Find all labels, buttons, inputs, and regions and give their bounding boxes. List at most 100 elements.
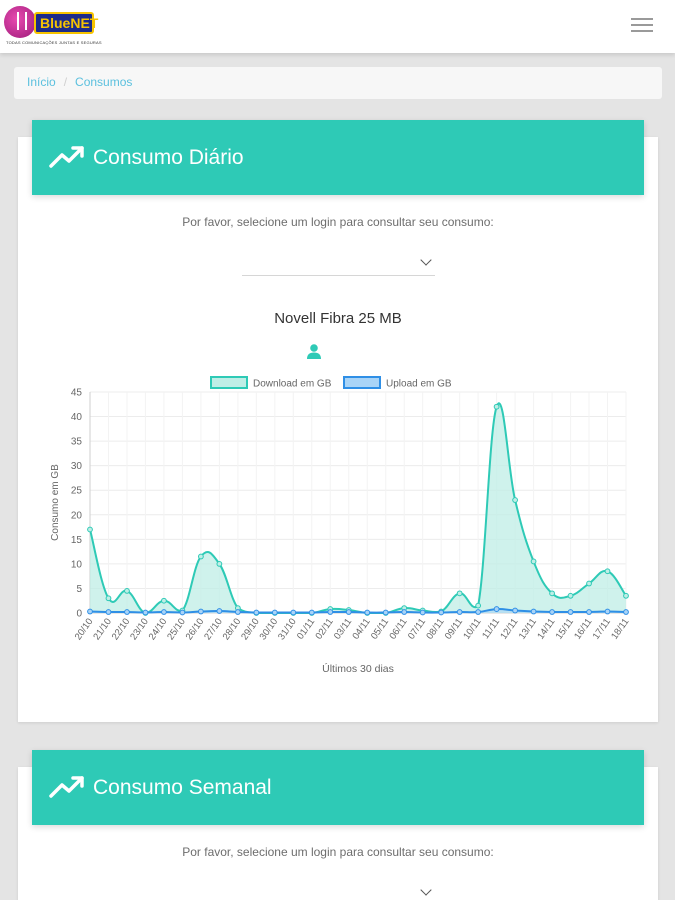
breadcrumb-current[interactable]: Consumos	[75, 75, 133, 89]
y-tick-label: 45	[71, 388, 83, 399]
download-point	[216, 560, 223, 567]
x-tick-label: 06/11	[387, 616, 409, 641]
upload-point	[438, 609, 445, 616]
x-tick-label: 22/10	[110, 616, 133, 642]
upload-point	[197, 608, 204, 615]
download-point	[124, 588, 130, 594]
upload-point	[271, 609, 278, 616]
x-tick-label: 08/11	[424, 616, 446, 641]
trending-up-icon	[49, 776, 84, 798]
x-tick-label: 29/10	[239, 616, 262, 642]
download-area	[90, 403, 626, 613]
download-point	[567, 592, 574, 599]
x-tick-label: 13/11	[517, 616, 539, 641]
upload-point	[530, 608, 537, 615]
upload-point	[586, 609, 592, 615]
y-tick-label: 5	[76, 584, 82, 595]
trending-up-icon	[49, 146, 84, 168]
y-tick-label: 30	[71, 461, 83, 472]
breadcrumb-home-link[interactable]: Início	[27, 75, 56, 89]
daily-card-header: Consumo Diário	[32, 120, 644, 195]
download-line	[89, 402, 627, 615]
upload-point	[124, 609, 130, 615]
x-tick-label: 17/11	[591, 616, 613, 641]
x-tick-label: 27/10	[202, 616, 225, 642]
download-point	[197, 553, 204, 560]
x-tick-label: 24/10	[147, 616, 170, 642]
upload-point	[216, 608, 223, 614]
upload-point	[493, 606, 500, 612]
x-tick-label: 04/11	[350, 616, 372, 641]
x-tick-label: 05/11	[369, 616, 391, 641]
logo-badge: BlueNET	[34, 12, 98, 34]
x-tick-label: 14/11	[535, 616, 557, 641]
bluenet-logo[interactable]: BlueNET TODAS COMUNICAÇÕES JUNTAS E SEGU…	[4, 6, 102, 48]
daily-consumption-card: Consumo Diário Por favor, selecione um l…	[18, 120, 658, 722]
download-point	[623, 592, 629, 599]
daily-login-select[interactable]	[242, 250, 435, 276]
upload-point	[87, 608, 93, 615]
upload-point	[161, 609, 167, 615]
y-tick-label: 0	[76, 609, 82, 620]
weekly-card-header: Consumo Semanal	[32, 750, 644, 825]
breadcrumb: Início / Consumos	[14, 67, 662, 99]
x-tick-label: 09/11	[443, 616, 465, 641]
x-tick-label: 30/10	[258, 616, 281, 642]
download-point	[105, 595, 112, 602]
upload-point	[179, 609, 186, 616]
download-point	[456, 590, 463, 597]
weekly-title: Consumo Semanal	[93, 776, 272, 799]
logo-text: BlueNET	[40, 15, 99, 31]
upload-point	[604, 608, 611, 615]
upload-point	[623, 609, 629, 615]
y-axis-title: Consumo em GB	[50, 464, 61, 541]
x-tick-label: 07/11	[406, 616, 428, 641]
x-tick-label: 01/11	[295, 616, 317, 641]
x-tick-label: 10/11	[461, 616, 483, 641]
legend-swatch-upload	[343, 376, 381, 389]
x-tick-label: 12/11	[498, 616, 520, 641]
download-point	[475, 602, 482, 609]
upload-point	[419, 609, 426, 616]
y-tick-label: 15	[71, 535, 83, 546]
y-tick-label: 25	[71, 486, 83, 497]
upload-point	[308, 609, 315, 616]
y-tick-label: 40	[71, 412, 83, 423]
hamburger-icon[interactable]	[631, 18, 653, 34]
download-point	[161, 597, 167, 604]
download-point	[549, 590, 555, 597]
weekly-consumption-card: Consumo Semanal Por favor, selecione um …	[18, 750, 658, 900]
daily-title: Consumo Diário	[93, 146, 244, 169]
y-tick-label: 10	[71, 559, 83, 570]
upload-point	[290, 609, 297, 616]
upload-point	[456, 609, 463, 615]
chevron-down-icon	[420, 884, 432, 896]
daily-login-prompt: Por favor, selecione um login para consu…	[182, 215, 494, 229]
upload-point	[105, 609, 112, 615]
x-tick-label: 25/10	[165, 616, 188, 642]
download-point	[586, 580, 592, 587]
upload-point	[567, 609, 574, 615]
upload-point	[512, 607, 519, 614]
download-point	[604, 568, 611, 575]
top-bar: BlueNET TODAS COMUNICAÇÕES JUNTAS E SEGU…	[0, 0, 675, 53]
upload-point	[327, 609, 334, 615]
x-tick-label: 15/11	[554, 616, 576, 641]
x-tick-label: 21/10	[91, 616, 114, 642]
y-tick-label: 35	[71, 437, 83, 448]
x-tick-label: 11/11	[480, 616, 502, 641]
download-point	[493, 403, 500, 410]
daily-consumption-chart: 0 5 10 15 20 25 30 35 40 45 20/1021/1022/1023/1024…	[50, 376, 631, 675]
weekly-login-select[interactable]	[242, 880, 435, 900]
chevron-down-icon	[420, 254, 432, 266]
x-tick-label: 16/11	[572, 616, 594, 641]
x-tick-label: 31/10	[276, 616, 299, 642]
breadcrumb-separator: /	[63, 75, 68, 89]
plan-name: Novell Fibra 25 MB	[274, 310, 402, 327]
upload-point	[142, 609, 149, 616]
download-point	[87, 526, 93, 533]
x-tick-label: 23/10	[128, 616, 151, 642]
x-tick-label: 02/11	[313, 616, 335, 641]
x-tick-label: 03/11	[332, 616, 354, 641]
x-tick-label: 28/10	[221, 616, 244, 642]
